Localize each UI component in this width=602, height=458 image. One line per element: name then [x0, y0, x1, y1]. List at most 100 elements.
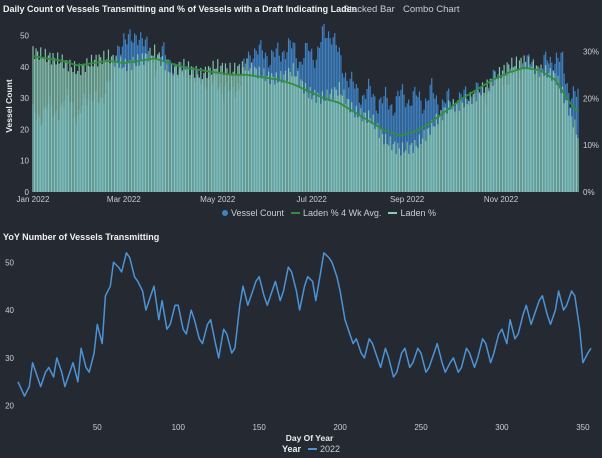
laden-pct-bar [215, 68, 217, 192]
laden-pct-bar [130, 69, 133, 192]
laden-pct-bar [327, 101, 330, 192]
y-tick-label: 0 [25, 188, 30, 197]
laden-pct-bar [137, 54, 139, 192]
laden-pct-bar [307, 98, 310, 192]
laden-pct-bar [400, 155, 402, 192]
laden-pct-bar [541, 72, 544, 192]
laden-pct-bar [403, 152, 405, 192]
laden-pct-bar [221, 62, 223, 192]
laden-pct-bar [132, 56, 134, 192]
yoy-2022-line [17, 252, 592, 397]
laden-pct-bar [206, 78, 208, 192]
laden-pct-bar [278, 81, 280, 192]
laden-pct-bar [532, 60, 534, 192]
vessel-count-bar [415, 95, 417, 192]
legend-item-laden-avg[interactable]: Laden % 4 Wk Avg. [291, 208, 381, 218]
legend-item-2022[interactable]: 2022 [308, 444, 340, 454]
laden-pct-bar [506, 62, 508, 193]
laden-pct-bar [577, 137, 579, 192]
laden-pct-bar [107, 49, 110, 192]
y-tick-label: 40 [20, 63, 29, 72]
laden-pct-bar [164, 70, 166, 192]
vessel-count-bar [391, 104, 393, 192]
laden-pct-bar [126, 71, 128, 192]
laden-pct-bar [494, 71, 496, 192]
laden-pct-bar [481, 82, 484, 192]
laden-pct-bar [135, 66, 137, 192]
laden-pct-bar [531, 66, 533, 192]
laden-pct-bar [129, 60, 131, 192]
vessel-count-bar [417, 96, 419, 192]
laden-pct-bar [246, 58, 248, 193]
y-tick-label: 50 [20, 32, 29, 41]
laden-pct-bar [52, 53, 54, 192]
laden-pct-bar [412, 152, 414, 192]
laden-pct-bar [152, 55, 154, 192]
laden-pct-bar [518, 60, 521, 192]
x-tick-label: 250 [414, 423, 428, 432]
laden-pct-bar [232, 71, 234, 192]
laden-pct-bar [337, 95, 339, 192]
laden-pct-bar [466, 104, 468, 192]
laden-pct-bar [517, 68, 519, 192]
laden-pct-bar [321, 91, 324, 192]
laden-bars [32, 44, 579, 193]
laden-pct-bar [537, 66, 539, 192]
laden-pct-bar [574, 119, 576, 192]
laden-pct-bar [392, 144, 394, 192]
laden-pct-bar [460, 98, 462, 192]
x-tick-label: Jul 2022 [297, 195, 328, 204]
laden-pct-bar [67, 71, 70, 192]
laden-pct-bar [372, 114, 374, 192]
laden-pct-bar [495, 78, 498, 192]
laden-pct-bar [271, 73, 273, 192]
laden-pct-bar [435, 113, 437, 192]
legend-item-vessel-count[interactable]: Vessel Count [222, 208, 284, 218]
laden-pct-bar [186, 67, 188, 192]
laden-pct-bar [361, 121, 364, 192]
laden-pct-bar [491, 78, 493, 192]
laden-pct-bar [114, 66, 116, 192]
laden-pct-bar [101, 63, 103, 193]
laden-pct-bar [218, 72, 220, 192]
laden-pct-bar [344, 104, 347, 192]
laden-pct-bar [334, 87, 336, 192]
tab-stacked-bar[interactable]: Stacked Bar [343, 4, 395, 15]
laden-pct-bar [174, 66, 176, 192]
legend-label-vessel-count: Vessel Count [231, 208, 285, 218]
legend-item-laden[interactable]: Laden % [388, 208, 436, 218]
legend-line-icon [308, 448, 318, 450]
laden-pct-bar [117, 61, 119, 192]
laden-pct-bar [57, 52, 59, 192]
laden-pct-bar [354, 117, 356, 192]
tab-combo-chart[interactable]: Combo Chart [403, 4, 460, 15]
laden-pct-bar [241, 61, 243, 192]
laden-pct-bar [378, 138, 380, 192]
laden-pct-bar [187, 61, 190, 192]
laden-pct-bar [415, 145, 417, 192]
vessel-count-bar [412, 91, 414, 192]
x-tick-label: 50 [93, 423, 102, 432]
laden-pct-bar [267, 71, 270, 192]
x-tick-label: 200 [333, 423, 347, 432]
laden-pct-bar [158, 52, 160, 192]
laden-pct-bar [469, 92, 471, 192]
laden-pct-bar [398, 148, 401, 192]
laden-pct-bar [332, 99, 334, 192]
laden-pct-bar [512, 67, 514, 192]
laden-pct-bar [498, 67, 501, 192]
laden-pct-bar [172, 75, 174, 192]
laden-pct-bar [195, 65, 197, 192]
laden-pct-bar [395, 154, 397, 192]
laden-pct-bar [569, 107, 571, 192]
y2-tick-label: 30% [583, 47, 599, 56]
laden-pct-bar [38, 59, 40, 192]
laden-pct-bar [274, 84, 276, 192]
laden-pct-bar [112, 54, 114, 192]
laden-pct-bar [280, 70, 282, 192]
laden-pct-bar [388, 145, 390, 192]
laden-pct-bar [404, 150, 407, 192]
laden-pct-bar [540, 64, 542, 192]
y-tick-label: 30 [5, 354, 14, 363]
laden-pct-bar [198, 78, 200, 192]
